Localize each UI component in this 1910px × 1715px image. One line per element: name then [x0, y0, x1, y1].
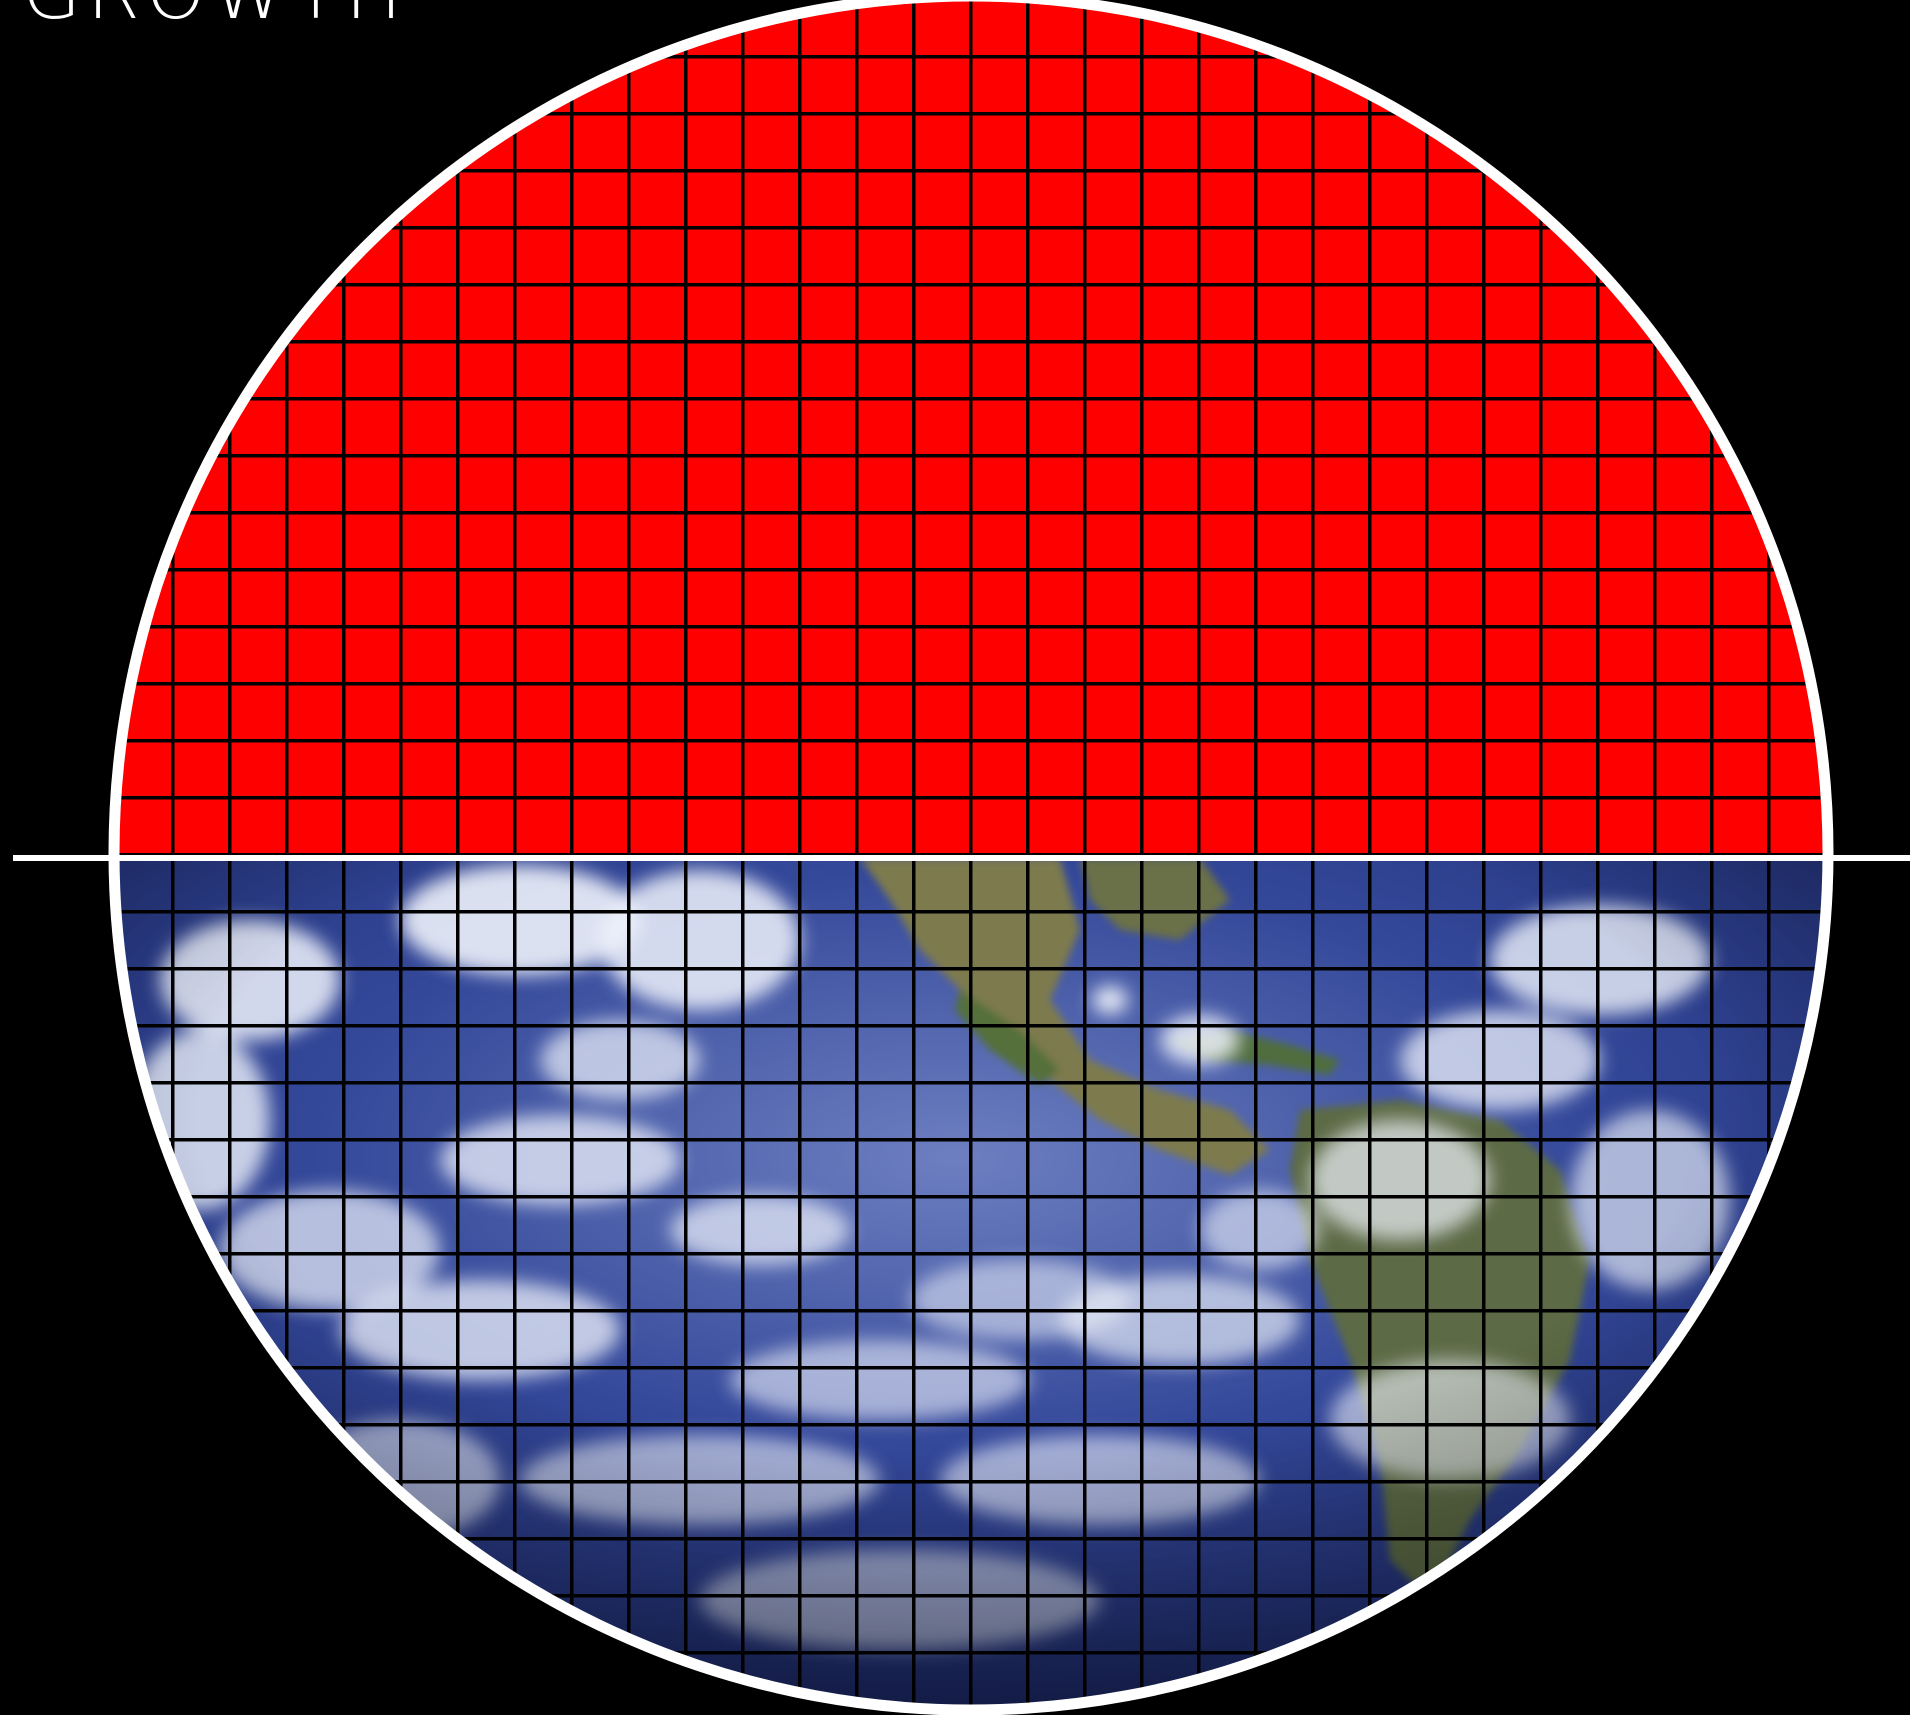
divider-line: [13, 855, 1910, 861]
globe-outline: [108, 0, 1834, 1715]
slide-title: GROWTH: [22, 0, 408, 30]
